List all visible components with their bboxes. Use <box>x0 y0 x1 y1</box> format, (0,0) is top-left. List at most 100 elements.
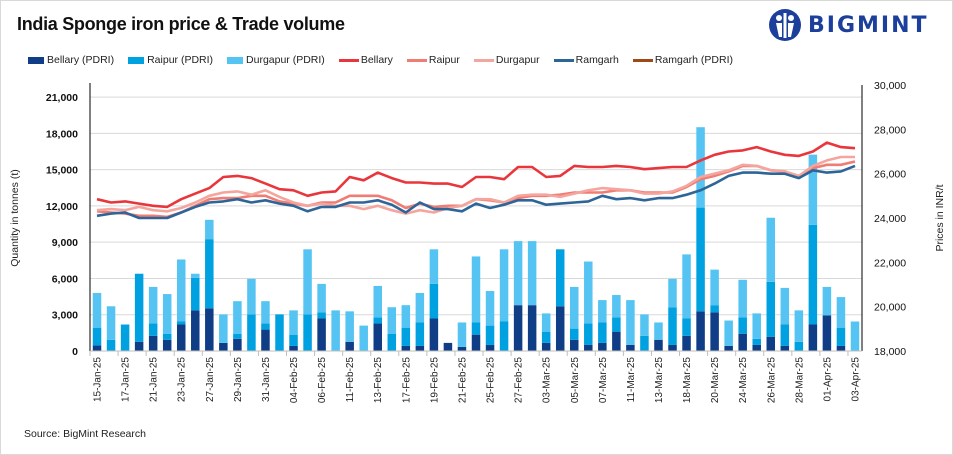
x-tick-label: 27-Jan-25 <box>205 357 216 402</box>
bar-segment-raipur-pdri <box>485 325 495 345</box>
bar-segment-bellary-pdri <box>654 339 663 351</box>
bar-segment-durgapur-pdri <box>162 294 172 334</box>
bar-segment-durgapur-pdri <box>766 217 776 282</box>
bar-segment-durgapur-pdri <box>106 306 116 340</box>
bar-segment-raipur-pdri <box>162 333 172 340</box>
bar-segment-durgapur-pdri <box>205 219 214 240</box>
bar-segment-bellary-pdri <box>527 305 537 351</box>
bar-segment-durgapur-pdri <box>373 285 382 318</box>
right-axis-title: Prices in INR/t <box>934 184 946 251</box>
legend-item: Bellary (PDRI) <box>28 54 114 66</box>
bar-segment-bellary-pdri <box>317 318 326 351</box>
bar-segment-raipur-pdri <box>752 338 761 345</box>
line-ramgarh <box>96 164 856 220</box>
bar-segment-raipur-pdri <box>176 321 186 325</box>
bar-segment-bellary-pdri <box>766 336 776 351</box>
bar-segment-raipur-pdri <box>570 328 579 340</box>
bar-segment-durgapur-pdri <box>429 249 439 284</box>
bar-segment-raipur-pdri <box>387 333 397 351</box>
bar-segment-durgapur-pdri <box>780 287 790 325</box>
bar-segment-bellary-pdri <box>134 341 144 351</box>
legend-swatch <box>553 58 574 62</box>
bar-segment-durgapur-pdri <box>513 241 523 306</box>
x-tick-label: 11-Feb-25 <box>345 357 356 403</box>
bar-segment-durgapur-pdri <box>570 286 579 329</box>
x-tick-label: 31-Jan-25 <box>261 357 272 402</box>
bar-segment-bellary-pdri <box>836 345 846 351</box>
bar-segment-bellary-pdri <box>261 329 270 351</box>
bar-segment-raipur-pdri <box>134 273 144 342</box>
x-tick-label: 18-Mar-25 <box>682 357 693 404</box>
bar-segment-bellary-pdri <box>92 345 102 351</box>
bar-segment-durgapur-pdri <box>738 279 747 318</box>
x-tick-label: 26-Mar-25 <box>766 357 777 404</box>
left-tick-label: 6,000 <box>52 273 78 285</box>
bar-segment-durgapur-pdri <box>176 259 186 322</box>
x-tick-label: 24-Mar-25 <box>738 357 749 404</box>
x-tick-label: 04-Feb-25 <box>289 357 300 404</box>
bar-segment-raipur-pdri <box>289 334 298 346</box>
right-tick-label: 30,000 <box>874 80 906 92</box>
bar-segment-durgapur-pdri <box>415 292 425 323</box>
source-note: Source: BigMint Research <box>24 428 146 440</box>
bar-segment-raipur-pdri <box>738 317 747 334</box>
x-tick-label: 19-Feb-25 <box>429 357 440 404</box>
legend-swatch <box>473 58 494 62</box>
bar-segment-durgapur-pdri <box>850 321 860 351</box>
bar-segment-bellary-pdri <box>176 324 186 351</box>
x-tick-label: 03-Mar-25 <box>542 357 553 404</box>
bar-segment-bellary-pdri <box>598 342 607 351</box>
bar-segment-raipur-pdri <box>373 317 382 324</box>
bar-segment-raipur-pdri <box>303 314 312 351</box>
bar-segment-bellary-pdri <box>584 344 593 351</box>
right-tick-label: 24,000 <box>874 213 906 225</box>
bar-segment-bellary-pdri <box>233 338 242 351</box>
x-tick-label: 07-Mar-25 <box>598 357 609 404</box>
bar-segment-durgapur-pdri <box>345 311 354 342</box>
legend-label: Bellary <box>360 54 393 66</box>
bar-segment-durgapur-pdri <box>626 300 635 345</box>
bar-segment-durgapur-pdri <box>401 305 411 328</box>
bar-segment-bellary-pdri <box>205 308 214 351</box>
bar-segment-durgapur-pdri <box>822 286 832 316</box>
x-tick-label: 01-Apr-25 <box>822 357 833 402</box>
legend-item: Ramgarh <box>553 54 619 66</box>
bar-segment-raipur-pdri <box>317 312 326 319</box>
legend-swatch <box>338 58 359 62</box>
right-tick-label: 28,000 <box>874 124 906 136</box>
bar-segment-raipur-pdri <box>233 333 242 339</box>
x-tick-label: 03-Apr-25 <box>850 357 861 402</box>
bigmint-logo: BIGMINT <box>768 8 929 42</box>
x-tick-label: 29-Jan-25 <box>233 357 244 402</box>
bar-segment-bellary-pdri <box>668 344 677 351</box>
bar-segment-durgapur-pdri <box>92 292 102 328</box>
bar-segment-durgapur-pdri <box>471 256 481 323</box>
bar-segment-raipur-pdri <box>640 335 649 351</box>
line-durgapur <box>96 155 855 215</box>
bar-segment-durgapur-pdri <box>808 154 818 225</box>
left-tick-label: 21,000 <box>46 92 78 104</box>
legend: Bellary (PDRI) Raipur (PDRI) Durgapur (PDR… <box>28 54 747 66</box>
bar-segment-bellary-pdri <box>541 342 551 351</box>
bar-segment-raipur-pdri <box>92 327 102 346</box>
logo-text: BIGMINT <box>808 12 929 38</box>
legend-label: Raipur <box>428 54 460 66</box>
bar-segment-raipur-pdri <box>766 281 776 337</box>
bar-segment-bellary-pdri <box>710 312 719 351</box>
right-tick-label: 22,000 <box>874 257 906 269</box>
bar-segment-durgapur-pdri <box>359 325 368 351</box>
bar-segment-bellary-pdri <box>724 345 733 351</box>
bar-segment-bellary-pdri <box>289 345 298 351</box>
x-tick-label: 11-Mar-25 <box>626 357 637 403</box>
bar-segment-bellary-pdri <box>443 342 453 351</box>
legend-swatch <box>128 56 145 64</box>
bar-segment-bellary-pdri <box>555 306 565 351</box>
chart-title: India Sponge iron price & Trade volume <box>17 14 345 34</box>
legend-label: Bellary (PDRI) <box>47 54 115 66</box>
bar-segment-durgapur-pdri <box>289 310 298 335</box>
x-tick-label: 17-Feb-25 <box>401 357 412 404</box>
bar-segment-bellary-pdri <box>415 345 425 351</box>
x-tick-label: 20-Mar-25 <box>710 357 721 404</box>
bar-segment-durgapur-pdri <box>724 320 733 346</box>
